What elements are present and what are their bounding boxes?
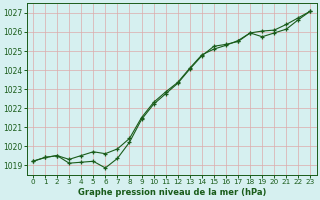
X-axis label: Graphe pression niveau de la mer (hPa): Graphe pression niveau de la mer (hPa) (77, 188, 266, 197)
